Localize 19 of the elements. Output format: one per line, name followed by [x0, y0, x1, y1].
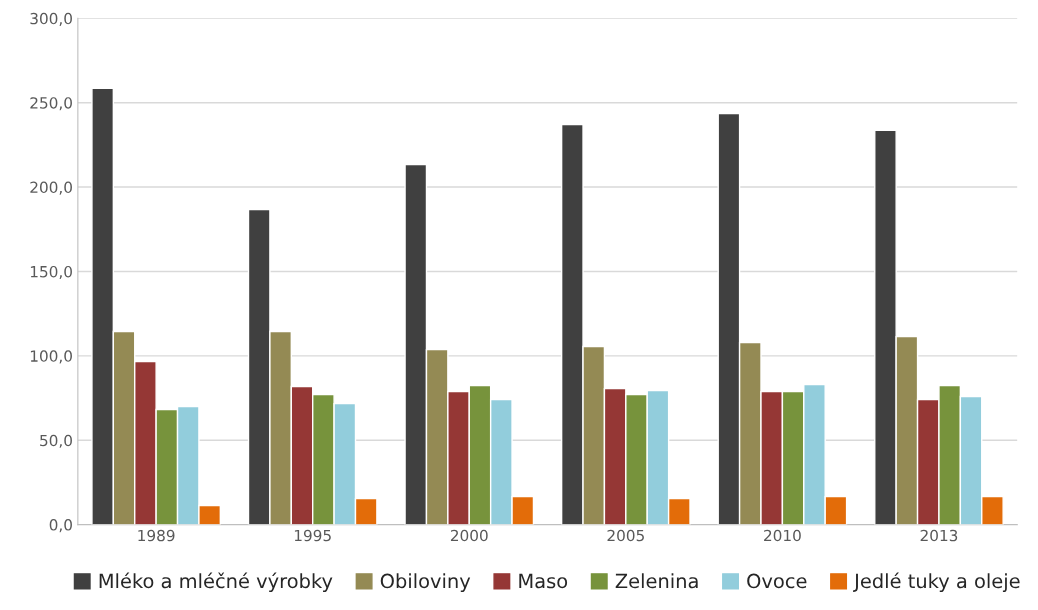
x-tick-label: 2000: [450, 529, 488, 542]
y-tick-label: 100,0: [30, 350, 72, 364]
legend-label: Obiloviny: [380, 573, 471, 593]
legend-label: Jedlé tuky a oleje: [853, 572, 1020, 593]
legend-label: Mléko a mléčné výrobky: [99, 572, 333, 593]
y-tick-label: 200,0: [30, 181, 72, 195]
y-tick-label: 150,0: [30, 265, 72, 280]
x-tick-label: 2005: [607, 529, 644, 542]
x-tick-label: 1989: [138, 529, 175, 542]
x-tick-label: 1995: [294, 529, 331, 542]
x-tick-label: 2010: [764, 529, 801, 542]
x-tick-label: 2013: [920, 529, 958, 542]
legend-label: Ovoce: [747, 573, 807, 589]
y-tick-label: 250,0: [30, 97, 72, 111]
legend-label: Zelenina: [615, 573, 698, 589]
y-tick-label: 0,0: [49, 519, 72, 533]
legend-label: Maso: [519, 573, 568, 589]
y-tick-label: 50,0: [40, 434, 72, 448]
y-tick-label: 300,0: [30, 12, 72, 26]
